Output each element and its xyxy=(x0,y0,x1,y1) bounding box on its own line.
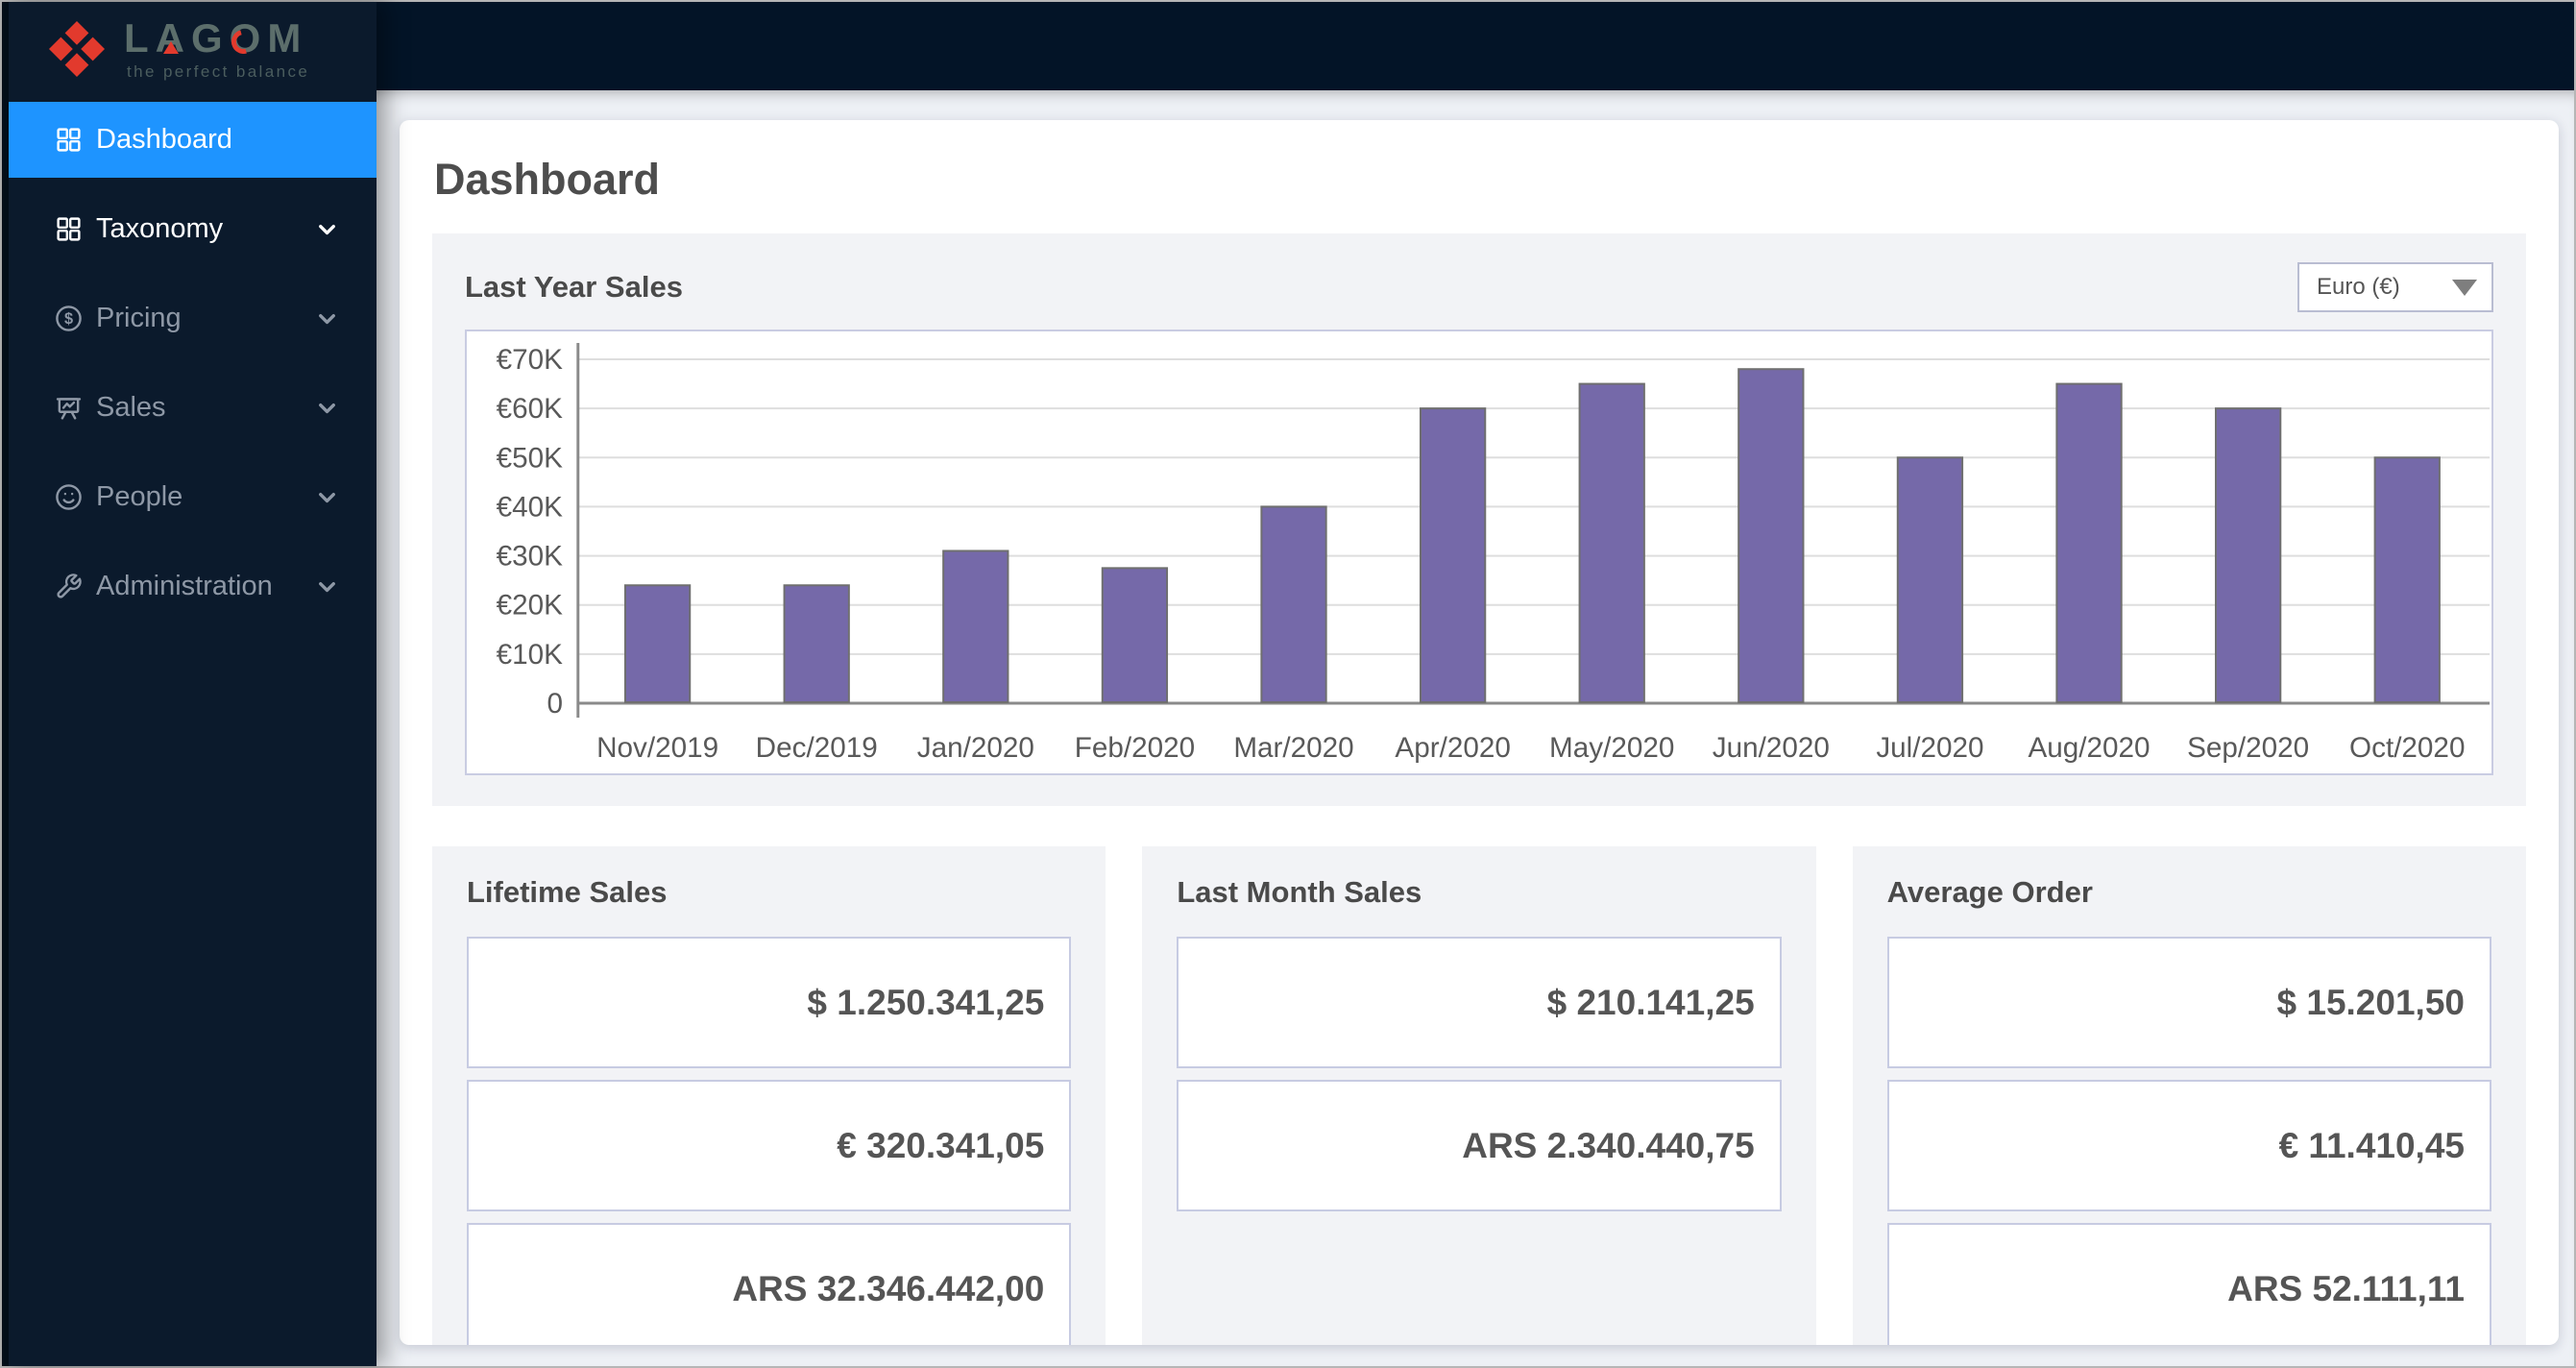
svg-text:€10K: €10K xyxy=(497,639,563,671)
svg-text:Jul/2020: Jul/2020 xyxy=(1876,732,1983,764)
sidebar-menu: Dashboard Taxonomy $ Pricing Sales People Admi… xyxy=(2,96,377,624)
presentation-icon xyxy=(55,394,83,422)
bar-Mar/2020 xyxy=(1260,505,1327,703)
svg-text:€40K: €40K xyxy=(497,491,563,523)
brand-tagline: the perfect balance xyxy=(127,62,310,81)
sidebar-item-pricing[interactable]: $ Pricing xyxy=(2,281,377,356)
bar-May/2020 xyxy=(1578,382,1645,703)
svg-text:Sep/2020: Sep/2020 xyxy=(2187,732,2309,764)
svg-text:0: 0 xyxy=(547,688,563,720)
topbar xyxy=(2,2,2574,90)
svg-text:€60K: €60K xyxy=(497,393,563,425)
window-left-edge xyxy=(2,2,9,1366)
bar-Aug/2020 xyxy=(2055,382,2123,703)
svg-text:Mar/2020: Mar/2020 xyxy=(1233,732,1353,764)
dollar-icon: $ xyxy=(55,305,83,332)
svg-text:€50K: €50K xyxy=(497,442,563,474)
smiley-icon xyxy=(55,483,83,511)
currency-value-box: ARS 32.346.442,00 xyxy=(467,1223,1072,1345)
stat-cards-row: Lifetime Sales $ 1.250.341,25 € 320.341,05… xyxy=(432,846,2526,1345)
sidebar-item-label: Pricing xyxy=(96,303,182,333)
card-lifetime-sales: Lifetime Sales $ 1.250.341,25 € 320.341,05… xyxy=(432,846,1106,1345)
lagom-diamond-icon xyxy=(46,18,108,80)
currency-value-box: ARS 2.340.440,75 xyxy=(1177,1080,1782,1211)
currency-value-box: $ 210.141,25 xyxy=(1177,937,1782,1068)
sidebar-item-label: Sales xyxy=(96,392,166,423)
bar-Jun/2020 xyxy=(1738,368,1805,703)
svg-text:Dec/2019: Dec/2019 xyxy=(756,732,878,764)
chevron-down-icon xyxy=(314,305,340,331)
svg-text:Jun/2020: Jun/2020 xyxy=(1713,732,1830,764)
sidebar-item-label: Dashboard xyxy=(96,124,232,155)
currency-value-box: ARS 52.111,11 xyxy=(1886,1223,2491,1345)
sidebar-item-people[interactable]: People xyxy=(2,459,377,535)
page-title: Dashboard xyxy=(434,155,661,204)
sidebar-item-dashboard[interactable]: Dashboard xyxy=(2,102,377,178)
chevron-down-icon xyxy=(314,484,340,510)
grid-icon xyxy=(55,215,83,243)
content-panel: Dashboard Last Year Sales Euro (€) €70K €… xyxy=(400,120,2559,1345)
bar-Apr/2020 xyxy=(1419,407,1487,704)
bar-Jan/2020 xyxy=(942,550,1009,703)
bar-Dec/2019 xyxy=(783,584,850,703)
sidebar-item-label: Taxonomy xyxy=(96,213,224,244)
chevron-down-icon xyxy=(314,574,340,599)
main-area: Dashboard Last Year Sales Euro (€) €70K €… xyxy=(377,90,2574,1366)
sidebar-item-label: Administration xyxy=(96,571,273,601)
card-title: Lifetime Sales xyxy=(467,875,668,909)
currency-value-box: $ 1.250.341,25 xyxy=(467,937,1072,1068)
card-average-order: Average Order $ 15.201,50 € 11.410,45 ARS 5… xyxy=(1852,846,2526,1345)
bar-Nov/2019 xyxy=(623,584,692,703)
last-year-sales-card: Last Year Sales Euro (€) €70K €60K €50K €40… xyxy=(432,233,2526,806)
currency-value-box: € 320.341,05 xyxy=(467,1080,1072,1211)
chevron-down-icon xyxy=(314,216,340,242)
currency-value-box: $ 15.201,50 xyxy=(1886,937,2491,1068)
svg-text:Oct/2020: Oct/2020 xyxy=(2349,732,2465,764)
card-title: Average Order xyxy=(1886,875,2093,909)
sidebar-item-label: People xyxy=(96,481,183,512)
bar-Sep/2020 xyxy=(2215,407,2282,704)
dropdown-arrow-icon xyxy=(2452,279,2477,296)
chevron-down-icon xyxy=(314,395,340,421)
svg-text:Aug/2020: Aug/2020 xyxy=(2029,732,2151,764)
sidebar-item-sales[interactable]: Sales xyxy=(2,370,377,446)
bar-Jul/2020 xyxy=(1896,456,1964,703)
svg-text:Feb/2020: Feb/2020 xyxy=(1075,732,1195,764)
bar-Feb/2020 xyxy=(1101,567,1169,703)
sidebar-item-administration[interactable]: Administration xyxy=(2,549,377,624)
sidebar-item-taxonomy[interactable]: Taxonomy xyxy=(2,191,377,267)
svg-text:€70K: €70K xyxy=(497,344,563,376)
svg-text:€30K: €30K xyxy=(497,540,563,572)
currency-select-value: Euro (€) xyxy=(2317,274,2400,300)
grid-icon xyxy=(55,126,83,154)
sales-bar-chart: €70K €60K €50K €40K €30K €20K €10K 0 Nov/2019 Dec… xyxy=(497,343,2491,764)
card-last-month-sales: Last Month Sales $ 210.141,25 ARS 2.340.44… xyxy=(1142,846,1816,1345)
svg-text:Nov/2019: Nov/2019 xyxy=(596,732,718,764)
chart-card-title: Last Year Sales xyxy=(465,270,683,304)
card-title: Last Month Sales xyxy=(1177,875,1422,909)
currency-value-box: € 11.410,45 xyxy=(1886,1080,2491,1211)
sales-chart-container: €70K €60K €50K €40K €30K €20K €10K 0 Nov/2019 Dec… xyxy=(465,330,2493,775)
svg-text:Jan/2020: Jan/2020 xyxy=(917,732,1034,764)
svg-text:$: $ xyxy=(64,310,73,328)
svg-text:Apr/2020: Apr/2020 xyxy=(1395,732,1510,764)
currency-select[interactable]: Euro (€) xyxy=(2297,262,2493,312)
svg-text:May/2020: May/2020 xyxy=(1549,732,1674,764)
bar-Oct/2020 xyxy=(2373,456,2441,703)
wrench-icon xyxy=(55,573,83,600)
svg-text:€20K: €20K xyxy=(497,590,563,622)
